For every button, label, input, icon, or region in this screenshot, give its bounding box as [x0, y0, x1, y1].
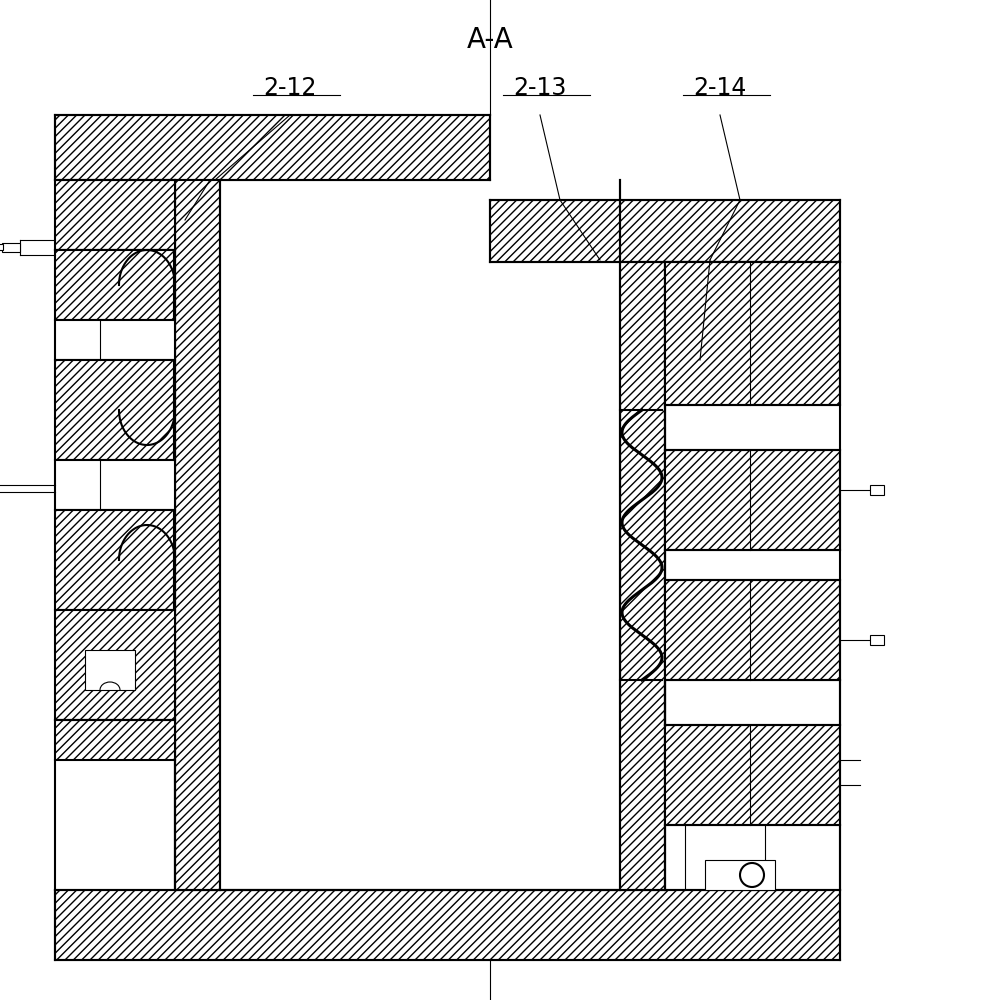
- Bar: [2, 243, 20, 252]
- Bar: [55, 890, 840, 960]
- Bar: [55, 720, 175, 760]
- Bar: [55, 510, 175, 610]
- Bar: [55, 180, 175, 250]
- Bar: [490, 200, 840, 262]
- Bar: [0, 244, 3, 250]
- Bar: [665, 262, 840, 405]
- Text: 2-12: 2-12: [264, 76, 317, 100]
- Bar: [665, 450, 840, 550]
- Bar: [665, 580, 840, 680]
- Bar: [665, 725, 840, 825]
- Bar: [870, 485, 884, 495]
- Bar: [705, 860, 775, 890]
- Bar: [55, 610, 175, 720]
- Circle shape: [740, 863, 764, 887]
- Bar: [175, 180, 220, 890]
- Bar: [55, 460, 175, 510]
- Bar: [55, 115, 490, 180]
- Bar: [55, 320, 175, 360]
- Bar: [55, 360, 175, 460]
- Bar: [620, 262, 665, 890]
- Text: 2-14: 2-14: [694, 76, 746, 100]
- Bar: [55, 250, 175, 320]
- Bar: [85, 650, 135, 690]
- Text: A-A: A-A: [467, 26, 513, 54]
- Bar: [870, 635, 884, 645]
- Text: 2-13: 2-13: [513, 76, 567, 100]
